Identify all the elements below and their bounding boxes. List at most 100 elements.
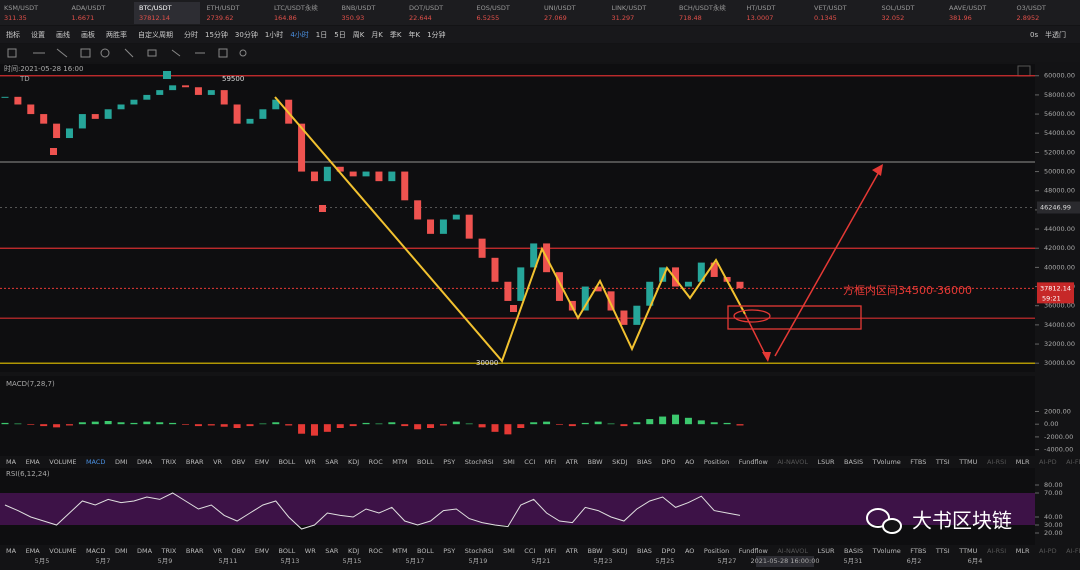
indicator-tab[interactable]: DMI — [115, 458, 128, 466]
ticker-symbol[interactable]: KSM/USDT — [4, 4, 38, 12]
indicator-tab[interactable]: SMI — [503, 547, 515, 555]
indicator-tab[interactable]: SAR — [325, 458, 339, 466]
toolbar-item[interactable]: 画线 — [56, 30, 70, 39]
indicator-tab[interactable]: AI-PD — [1039, 547, 1057, 555]
toolbar-item[interactable]: 画板 — [81, 30, 95, 39]
indicator-tab[interactable]: ROC — [369, 458, 384, 466]
toolbar-item[interactable]: 1小时 — [265, 30, 283, 39]
indicator-tab[interactable]: BRAR — [186, 547, 204, 555]
indicator-tab[interactable]: FTBS — [910, 458, 926, 466]
indicator-tab[interactable]: BRAR — [186, 458, 204, 466]
ticker-symbol[interactable]: VET/USDT — [814, 4, 847, 12]
indicator-tab[interactable]: EMV — [255, 458, 270, 466]
indicator-tab[interactable]: DMA — [137, 547, 153, 555]
indicator-tab[interactable]: AI-FDI — [1066, 547, 1080, 555]
toolbar-right[interactable]: 半透门 — [1045, 30, 1066, 39]
toolbar-item[interactable]: 4小时 — [290, 30, 308, 39]
toolbar-item[interactable]: 月K — [371, 31, 383, 39]
indicator-tab[interactable]: LSUR — [818, 458, 836, 466]
toolbar-item[interactable]: 5日 — [334, 31, 345, 39]
indicator-tab[interactable]: WR — [305, 547, 316, 555]
indicator-tab[interactable]: AI-RSI — [987, 458, 1006, 466]
indicator-tab[interactable]: ATR — [566, 547, 579, 555]
indicator-tab[interactable]: VOLUME — [49, 547, 76, 555]
indicator-tab[interactable]: TTSI — [935, 458, 950, 466]
indicator-tab[interactable]: BOLL — [417, 547, 434, 555]
toolbar-item[interactable]: 年K — [409, 30, 421, 39]
indicator-tab[interactable]: Fundflow — [739, 547, 769, 555]
indicator-tab[interactable]: DMA — [137, 458, 153, 466]
toolbar-item[interactable]: 设置 — [31, 30, 45, 39]
indicator-tab[interactable]: TVolume — [872, 547, 901, 555]
indicator-tab[interactable]: BASIS — [844, 458, 863, 466]
toolbar-item[interactable]: 15分钟 — [205, 30, 228, 39]
indicator-tab[interactable]: MA — [6, 547, 17, 555]
indicator-tab[interactable]: VR — [213, 458, 222, 466]
indicator-tab[interactable]: ROC — [369, 547, 384, 555]
indicator-tab[interactable]: MLR — [1016, 458, 1030, 466]
indicator-tab[interactable]: MFI — [545, 547, 556, 555]
indicator-tab[interactable]: CCI — [524, 458, 535, 466]
ticker-symbol[interactable]: O3/USDT — [1017, 4, 1046, 12]
indicator-tab[interactable]: EMA — [26, 458, 41, 466]
indicator-tab[interactable]: BBW — [588, 458, 604, 466]
ticker-symbol[interactable]: UNI/USDT — [544, 4, 576, 12]
indicator-tab[interactable]: AI-PD — [1039, 458, 1057, 466]
indicator-tab[interactable]: OBV — [232, 547, 246, 555]
ticker-symbol[interactable]: BNB/USDT — [342, 4, 376, 12]
ticker-symbol[interactable]: BTC/USDT — [139, 4, 172, 12]
indicator-tab[interactable]: PSY — [443, 547, 455, 555]
ticker-symbol[interactable]: SOL/USDT — [882, 4, 915, 12]
indicator-tab[interactable]: DPO — [661, 458, 675, 466]
indicator-tab[interactable]: KDJ — [348, 547, 359, 555]
indicator-tab[interactable]: FTBS — [910, 547, 926, 555]
indicator-tab[interactable]: TRIX — [161, 547, 177, 555]
indicator-tab[interactable]: AI-NAVOL — [777, 458, 808, 466]
indicator-tab[interactable]: Position — [704, 547, 729, 555]
indicator-tab[interactable]: BOLL — [417, 458, 434, 466]
indicator-tab[interactable]: AI-FDI — [1066, 458, 1080, 466]
indicator-tab[interactable]: MACD — [86, 547, 105, 555]
ticker-symbol[interactable]: LTC/USDT永续 — [274, 3, 318, 12]
indicator-tab[interactable]: Fundflow — [739, 458, 769, 466]
indicator-tab[interactable]: CCI — [524, 547, 535, 555]
indicator-tab[interactable]: BIAS — [637, 547, 652, 555]
indicator-tab[interactable]: BOLL — [279, 458, 296, 466]
indicator-tab[interactable]: EMV — [255, 547, 270, 555]
indicator-tab[interactable]: KDJ — [348, 458, 359, 466]
indicator-tab[interactable]: BBW — [588, 547, 604, 555]
ticker-symbol[interactable]: EOS/USDT — [477, 4, 510, 12]
indicator-tab[interactable]: StochRSI — [465, 547, 494, 555]
indicator-tab[interactable]: AO — [685, 547, 694, 555]
indicator-tab[interactable]: SKDJ — [612, 547, 627, 555]
toolbar-item[interactable]: 季K — [390, 30, 402, 39]
indicator-tab[interactable]: DMI — [115, 547, 128, 555]
ticker-symbol[interactable]: AAVE/USDT — [949, 4, 986, 12]
ticker-symbol[interactable]: DOT/USDT — [409, 4, 443, 12]
toolbar-item[interactable]: 自定义周期 — [138, 30, 173, 39]
indicator-tab[interactable]: SMI — [503, 458, 515, 466]
indicator-tab[interactable]: BIAS — [637, 458, 652, 466]
ticker-symbol[interactable]: ADA/USDT — [72, 4, 106, 12]
indicator-tab[interactable]: MTM — [392, 547, 407, 555]
ticker-symbol[interactable]: BCH/USDT永续 — [679, 3, 726, 12]
ticker-symbol[interactable]: HT/USDT — [747, 4, 776, 12]
indicator-tab[interactable]: MFI — [545, 458, 556, 466]
toolbar-item[interactable]: 1分钟 — [427, 30, 445, 39]
toolbar-item[interactable]: 30分钟 — [235, 30, 258, 39]
ticker-symbol[interactable]: LINK/USDT — [612, 4, 647, 12]
indicator-tab[interactable]: MA — [6, 458, 17, 466]
indicator-tab[interactable]: SKDJ — [612, 458, 627, 466]
toolbar-item[interactable]: 1日 — [316, 31, 327, 39]
indicator-tab[interactable]: MACD — [86, 458, 105, 466]
indicator-tab[interactable]: BASIS — [844, 547, 863, 555]
indicator-tab[interactable]: VOLUME — [49, 458, 76, 466]
indicator-tab[interactable]: LSUR — [818, 547, 836, 555]
indicator-tab[interactable]: ATR — [566, 458, 579, 466]
indicator-tab[interactable]: TTMU — [958, 547, 977, 555]
toolbar-item[interactable]: 两胜率 — [106, 30, 127, 39]
indicator-tab[interactable]: AI-RSI — [987, 547, 1006, 555]
indicator-tab[interactable]: StochRSI — [465, 458, 494, 466]
indicator-tab[interactable]: SAR — [325, 547, 339, 555]
indicator-tab[interactable]: TRIX — [161, 458, 177, 466]
